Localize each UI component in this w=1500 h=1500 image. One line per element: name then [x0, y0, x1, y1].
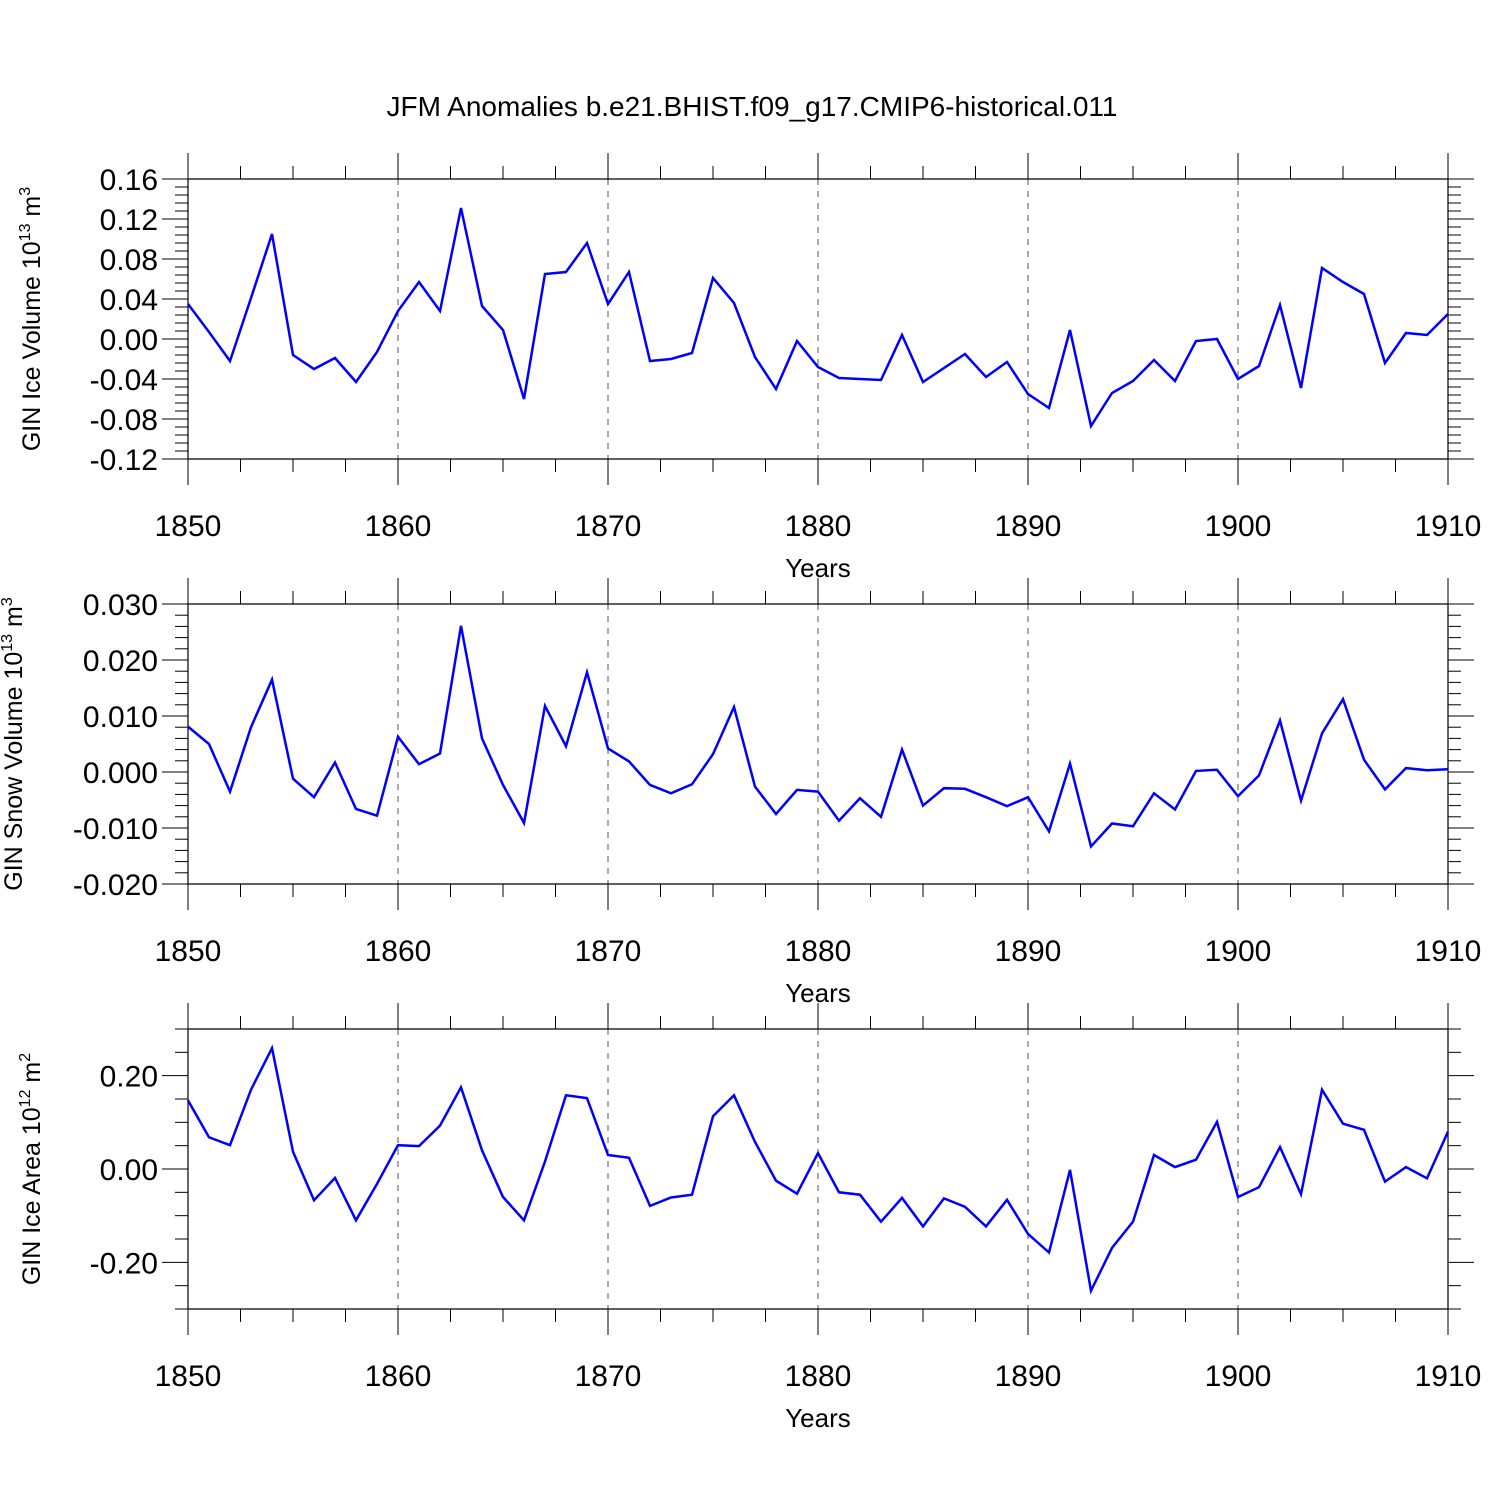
x-tick-label: 1880 — [785, 935, 852, 968]
y-axis-label-superscript: 3 — [0, 597, 16, 606]
y-axis-label-part: m — [18, 196, 46, 224]
y-tick-label: 0.00 — [100, 1154, 158, 1187]
x-tick-label: 1890 — [995, 935, 1062, 968]
x-tick-label: 1870 — [575, 935, 642, 968]
y-tick-label: 0.030 — [83, 589, 158, 622]
y-tick-label: 0.16 — [100, 164, 158, 197]
y-tick-label: -0.08 — [90, 404, 158, 437]
y-tick-label: -0.020 — [73, 869, 158, 902]
x-tick-label: 1860 — [365, 510, 432, 543]
y-axis-label-part: m — [18, 1062, 46, 1090]
y-tick-label: -0.12 — [90, 444, 158, 477]
y-tick-label: -0.20 — [90, 1247, 158, 1280]
chart-panel-3: -0.20 0.00 0.20 1850 1860 1870 1880 1890 1900 191… — [17, 1003, 1481, 1433]
x-tick-label: 1910 — [1415, 510, 1482, 543]
x-tick-label: 1910 — [1415, 1360, 1482, 1393]
y-axis-label: GIN Snow Volume 1013 m3 — [0, 597, 28, 891]
chart-panel-2: -0.020 -0.010 0.000 0.010 0.020 0.030 1850 1860… — [0, 578, 1481, 1008]
y-tick-label: 0.010 — [83, 701, 158, 734]
y-tick-label: 0.20 — [100, 1061, 158, 1094]
y-axis-label-superscript: 12 — [17, 1089, 34, 1107]
x-tick-label: 1870 — [575, 1360, 642, 1393]
chart-panel-1: -0.12 -0.08 -0.04 0.00 0.04 0.08 0.12 0.16 1850 1… — [17, 153, 1481, 583]
x-tick-label: 1880 — [785, 510, 852, 543]
y-tick-label: 0.00 — [100, 324, 158, 357]
x-tick-label: 1850 — [155, 510, 222, 543]
y-axis-label-superscript: 13 — [17, 223, 34, 241]
y-axis-label-superscript: 3 — [17, 187, 34, 196]
y-axis-label-part: m — [0, 606, 28, 634]
series-line — [187, 207, 1449, 430]
x-tick-label: 1890 — [995, 510, 1062, 543]
x-tick-label: 1900 — [1205, 1360, 1272, 1393]
x-tick-label: 1880 — [785, 1360, 852, 1393]
y-axis-label: GIN Ice Area 1012 m2 — [17, 1053, 46, 1285]
x-tick-label: 1870 — [575, 510, 642, 543]
x-axis-label: Years — [785, 1403, 851, 1433]
y-axis-label-superscript: 2 — [17, 1053, 34, 1062]
y-axis-label-part: GIN Snow Volume 10 — [0, 652, 28, 891]
x-tick-label: 1900 — [1205, 510, 1272, 543]
y-tick-label: 0.12 — [100, 204, 158, 237]
x-tick-label: 1890 — [995, 1360, 1062, 1393]
y-tick-label: 0.020 — [83, 645, 158, 678]
y-axis-label: GIN Ice Volume 1013 m3 — [17, 187, 46, 451]
y-tick-label: 0.08 — [100, 244, 158, 277]
x-tick-label: 1860 — [365, 935, 432, 968]
series-line — [187, 625, 1449, 850]
y-tick-label: -0.04 — [90, 364, 158, 397]
x-tick-label: 1860 — [365, 1360, 432, 1393]
x-tick-label: 1900 — [1205, 935, 1272, 968]
x-tick-label: 1850 — [155, 935, 222, 968]
y-axis-label-part: GIN Ice Area 10 — [18, 1107, 46, 1285]
y-tick-label: 0.04 — [100, 284, 158, 317]
series-line — [186, 1044, 1450, 1295]
x-tick-label: 1910 — [1415, 935, 1482, 968]
y-axis-label-superscript: 13 — [0, 634, 16, 652]
y-tick-label: 0.000 — [83, 757, 158, 790]
chart-title: JFM Anomalies b.e21.BHIST.f09_g17.CMIP6-… — [387, 91, 1118, 122]
y-tick-label: -0.010 — [73, 813, 158, 846]
y-axis-label-part: GIN Ice Volume 10 — [18, 241, 46, 451]
x-tick-label: 1850 — [155, 1360, 222, 1393]
